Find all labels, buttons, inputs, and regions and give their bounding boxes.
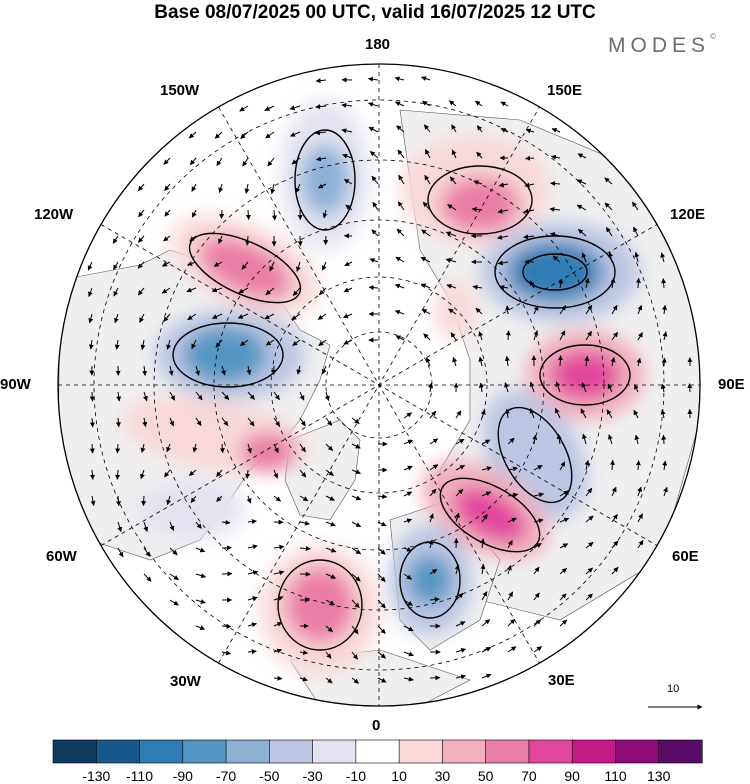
colorbar-tick-label: -30 [302, 768, 322, 784]
anomaly-blob [285, 567, 355, 643]
wind-arrow [638, 461, 639, 470]
anomaly-blob [240, 432, 296, 472]
colorbar-swatch [313, 740, 357, 763]
colorbar-swatch [269, 740, 313, 763]
colorbar-tick-label: 70 [521, 768, 537, 784]
colorbar-tick-label: -90 [173, 768, 193, 784]
colorbar-swatch [572, 740, 616, 763]
lon-label-150w: 150W [160, 82, 199, 99]
wind-arrow [117, 470, 118, 479]
lon-label-30e: 30E [548, 672, 575, 689]
wind-arrow [248, 210, 249, 220]
wind-arrow [638, 278, 639, 288]
anomaly-blob [440, 177, 520, 233]
colorbar-tick-label: -10 [346, 768, 366, 784]
colorbar-swatch [399, 740, 443, 763]
colorbar-tick-label: -70 [216, 768, 236, 784]
colorbar-tick-label: 50 [478, 768, 494, 784]
wind-arrow [92, 418, 93, 427]
anomaly-blob [135, 480, 245, 540]
wind-arrow [222, 444, 223, 453]
colorbar [53, 740, 702, 763]
lon-label-60e: 60E [672, 548, 699, 565]
lon-label-120e: 120E [670, 206, 705, 223]
lon-label-150e: 150E [547, 82, 582, 99]
lon-label-90e: 90E [718, 376, 745, 393]
wind-arrow [143, 496, 144, 506]
colorbar-swatch [356, 740, 400, 763]
wind-arrow [92, 392, 93, 401]
colorbar-tick-label: 110 [604, 768, 626, 784]
colorbar-swatch [486, 740, 530, 763]
lon-label-180: 180 [365, 36, 390, 53]
anomaly-blob [435, 280, 475, 340]
wind-arrow [221, 210, 222, 219]
colorbar-swatch [183, 740, 227, 763]
wind-arrow [326, 236, 327, 245]
wind-arrow [92, 444, 93, 453]
wind-arrow [664, 358, 665, 366]
colorbar-tick-label: 130 [647, 768, 670, 784]
colorbar-swatch [442, 740, 486, 763]
wind-arrow [526, 158, 534, 159]
wind-arrow [117, 444, 118, 453]
colorbar-tick-label: -130 [82, 768, 110, 784]
anomaly-blob [300, 145, 350, 215]
colorbar-tick-label: 30 [435, 768, 451, 784]
wind-arrow [300, 236, 301, 246]
reference-vector-label: 10 [667, 683, 679, 695]
wind-arrow [508, 331, 509, 340]
colorbar-swatch [615, 740, 659, 763]
wind-arrow [560, 356, 561, 366]
lon-label-120w: 120W [34, 206, 73, 223]
colorbar-swatch [529, 740, 573, 763]
wind-arrow [663, 279, 664, 288]
colorbar-swatch [53, 740, 97, 763]
lon-label-30w: 30W [170, 673, 201, 690]
colorbar-swatch [96, 740, 140, 763]
colorbar-swatch [140, 740, 184, 763]
lon-label-90w: 90W [0, 376, 31, 393]
colorbar-tick-label: -110 [126, 768, 153, 784]
colorbar-swatch [226, 740, 270, 763]
colorbar-swatch [659, 740, 703, 763]
colorbar-tick-label: 10 [391, 768, 407, 784]
colorbar-tick-label: -50 [259, 768, 279, 784]
anomaly-blob [507, 242, 603, 302]
lon-label-60w: 60W [46, 548, 77, 565]
wind-arrow [663, 435, 664, 444]
colorbar-tick-label: 90 [564, 768, 580, 784]
anomaly-blob [408, 555, 452, 605]
lon-label-0: 0 [372, 717, 380, 734]
wind-arrow [274, 678, 282, 679]
wind-arrow [690, 384, 691, 392]
